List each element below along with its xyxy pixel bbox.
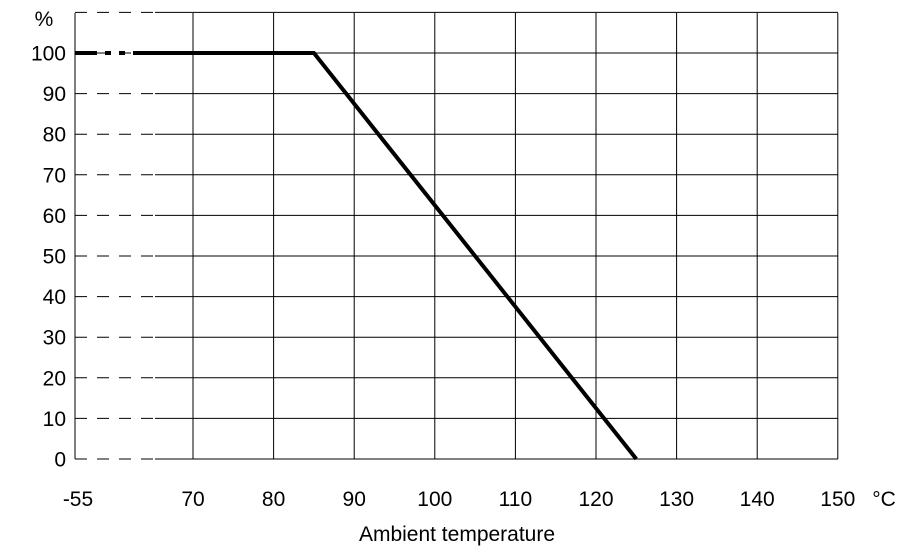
y-tick-label: 20 [43,367,66,390]
y-tick-label: 90 [43,83,66,106]
x-tick-label: 140 [740,488,775,511]
y-tick-labels: 0 10 20 30 40 50 60 70 80 90 100 [31,43,66,472]
x-axis-label: Ambient temperature [359,523,555,546]
x-tick-label: 130 [659,488,694,511]
x-tick-label: 70 [181,488,204,511]
y-tick-label: 100 [31,43,66,66]
y-tick-label: 30 [43,327,66,350]
y-tick-label: 60 [43,205,66,228]
x-tick-label: 150 [820,488,855,511]
y-axis-label: % [35,8,54,31]
y-tick-label: 10 [43,408,66,431]
x-axis-unit: °C [872,488,896,511]
y-tick-label: 80 [43,124,66,147]
x-tick-label: 100 [417,488,452,511]
x-tick-labels: -55 70 80 90 100 110 120 130 140 150 [63,488,856,511]
y-tick-label: 70 [43,164,66,187]
y-tick-label: 50 [43,246,66,269]
x-tick-label: -55 [63,488,93,511]
y-tick-label: 0 [54,449,66,472]
x-tick-label: 120 [578,488,613,511]
y-tick-label: 40 [43,286,66,309]
x-tick-label: 110 [499,488,532,511]
derating-curve-layer [75,51,638,461]
x-tick-label: 80 [262,488,285,511]
derating-curve [155,51,638,461]
x-tick-label: 90 [343,488,366,511]
